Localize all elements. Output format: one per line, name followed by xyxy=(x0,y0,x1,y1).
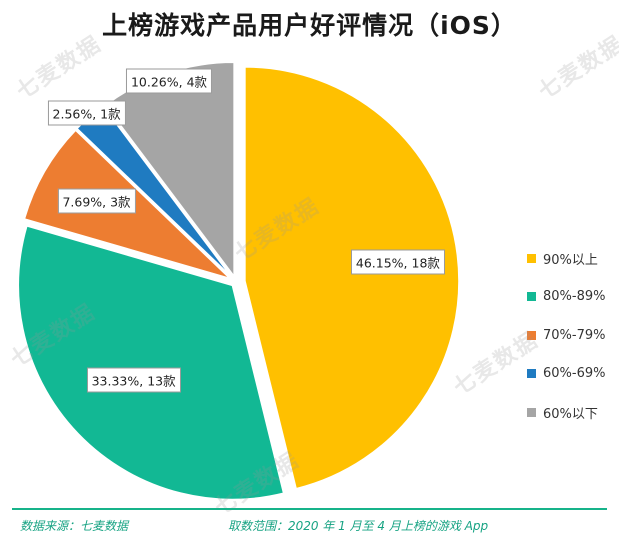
footer-divider xyxy=(12,508,607,510)
legend-swatch xyxy=(527,253,536,263)
footer-source: 数据来源：七麦数据 xyxy=(20,519,129,533)
pie-slice-1 xyxy=(17,224,285,501)
footer-scope: 取数范围：2020 年 1 月至 4 月上榜的游戏 App xyxy=(228,519,489,533)
legend-label: 60%-69% xyxy=(543,366,606,382)
legend-label: 60%以下 xyxy=(543,406,598,422)
pie-slice-0 xyxy=(244,66,460,490)
slice-label-0: 46.15%, 18款 xyxy=(350,249,445,275)
legend-swatch xyxy=(527,369,536,379)
slice-label-2: 7.69%, 3款 xyxy=(57,188,136,214)
legend-label: 90%以上 xyxy=(543,252,598,268)
chart-title: 上榜游戏产品用户好评情况（iOS） xyxy=(102,11,517,40)
legend-label: 70%-79% xyxy=(543,327,606,343)
legend-label: 80%-89% xyxy=(543,289,606,305)
legend: 90%以上 80%-89% 70%-79% 60%-69% 60%以下 xyxy=(527,239,605,432)
legend-swatch xyxy=(527,407,536,417)
slice-label-1: 33.33%, 13款 xyxy=(86,367,181,393)
legend-item-3: 60%-69% xyxy=(527,355,605,394)
legend-swatch xyxy=(527,330,536,340)
legend-swatch xyxy=(527,292,536,302)
legend-item-2: 70%-79% xyxy=(527,316,605,355)
slice-label-4: 10.26%, 4款 xyxy=(125,68,213,94)
legend-item-1: 80%-89% xyxy=(527,278,605,317)
legend-item-0: 90%以上 xyxy=(527,239,605,278)
slice-label-3: 2.56%, 1款 xyxy=(47,100,126,126)
legend-item-4: 60%以下 xyxy=(527,393,605,432)
